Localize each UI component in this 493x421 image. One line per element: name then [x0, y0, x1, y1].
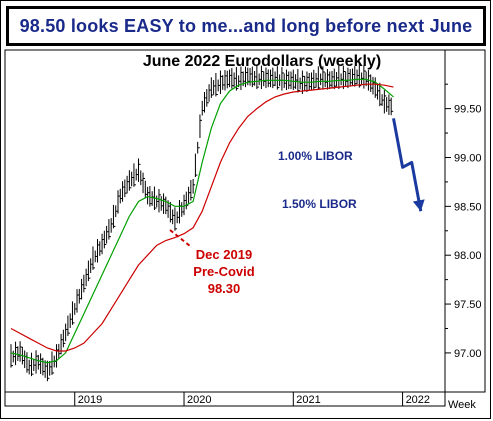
annotation-covid-label: Pre-Covid [193, 264, 254, 279]
moving-average-slow-line [10, 83, 394, 352]
headline-text: 98.50 looks EASY to me...and long before… [19, 15, 473, 36]
projection-arrowhead [412, 199, 425, 212]
moving-average-fast-line [10, 78, 394, 364]
y-tick-label: 99.00 [454, 152, 482, 164]
x-tick-label: 2021 [296, 394, 320, 406]
plot-area [4, 49, 446, 393]
y-tick-label: 98.50 [454, 201, 482, 213]
x-axis-ticks: 2019 2020 2021 2022 [74, 392, 430, 406]
y-axis-ticks: 97.00 97.50 98.00 98.50 99.00 99.50 [445, 83, 482, 360]
series-lines [10, 78, 394, 364]
headline-box: 98.50 looks EASY to me...and long before… [6, 6, 486, 46]
x-axis-label: Week [448, 399, 476, 411]
x-tick-label: 2020 [187, 394, 211, 406]
annotation-libor-1: 1.00% LIBOR [278, 149, 353, 163]
annotation-covid-price: 98.30 [208, 281, 241, 296]
y-tick-label: 99.50 [454, 104, 482, 116]
y-axis-panel [444, 49, 486, 393]
projection-path [392, 118, 423, 212]
y-tick-label: 98.00 [454, 250, 482, 262]
y-tick-label: 97.00 [454, 348, 482, 360]
chart-title: June 2022 Eurodollars (weekly) [143, 53, 381, 70]
projection-arrow [392, 118, 425, 212]
annotation-libor-2: 1.50% LIBOR [282, 197, 357, 211]
y-tick-label: 97.50 [454, 299, 482, 311]
covid-marker-line [169, 229, 191, 247]
x-tick-label: 2022 [406, 394, 430, 406]
x-axis-panel [4, 391, 446, 407]
annotation-covid-date: Dec 2019 [196, 247, 252, 262]
x-tick-label: 2019 [78, 394, 102, 406]
